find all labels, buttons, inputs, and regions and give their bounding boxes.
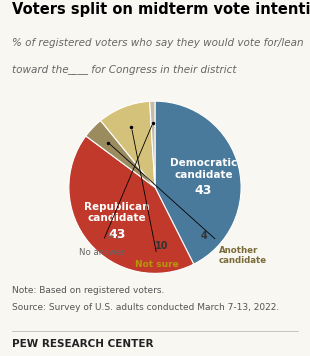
Text: 4: 4 bbox=[201, 231, 207, 241]
Text: Note: Based on registered voters.: Note: Based on registered voters. bbox=[12, 286, 165, 294]
Text: for Congress in their district: for Congress in their district bbox=[88, 66, 237, 75]
Text: >1: >1 bbox=[107, 232, 120, 241]
Wedge shape bbox=[155, 101, 241, 264]
Wedge shape bbox=[150, 101, 155, 187]
Text: Not sure: Not sure bbox=[135, 260, 179, 268]
Text: PEW RESEARCH CENTER: PEW RESEARCH CENTER bbox=[12, 339, 154, 349]
Wedge shape bbox=[86, 121, 155, 187]
Text: 43: 43 bbox=[108, 227, 126, 241]
Text: Another
candidate: Another candidate bbox=[219, 246, 267, 265]
Text: Republican
candidate: Republican candidate bbox=[84, 202, 149, 223]
Text: % of registered voters who say they would vote for/lean: % of registered voters who say they woul… bbox=[12, 38, 304, 48]
Wedge shape bbox=[69, 136, 194, 273]
Text: 10: 10 bbox=[155, 241, 169, 251]
Text: 43: 43 bbox=[195, 184, 212, 197]
Text: Voters split on midterm vote intentions: Voters split on midterm vote intentions bbox=[12, 2, 310, 17]
Text: No answer: No answer bbox=[79, 247, 124, 257]
Text: toward the: toward the bbox=[12, 66, 72, 75]
Text: ____: ____ bbox=[67, 66, 88, 75]
Text: Source: Survey of U.S. adults conducted March 7-13, 2022.: Source: Survey of U.S. adults conducted … bbox=[12, 303, 280, 312]
Wedge shape bbox=[100, 101, 155, 187]
Text: Democratic
candidate: Democratic candidate bbox=[170, 158, 237, 180]
